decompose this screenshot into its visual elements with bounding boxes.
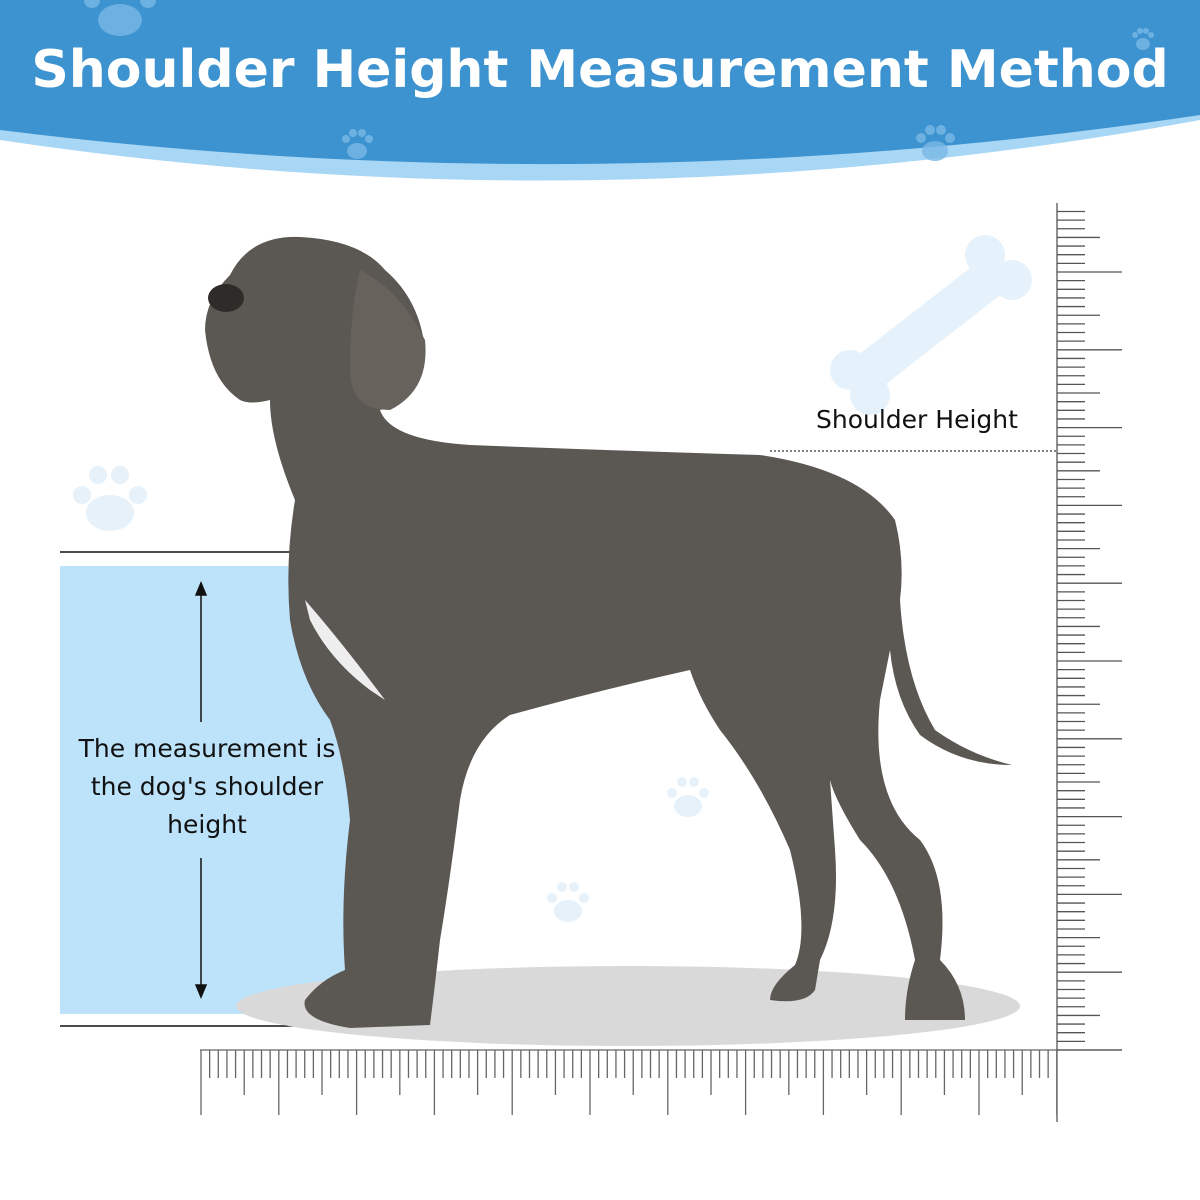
paw-print-icon bbox=[547, 882, 589, 922]
paw-print-icon bbox=[73, 466, 147, 531]
shoulder-height-label: Shoulder Height bbox=[816, 405, 1018, 434]
page-title: Shoulder Height Measurement Method bbox=[31, 40, 1169, 100]
paw-print-icon bbox=[667, 777, 709, 817]
ruler-horizontal bbox=[200, 1049, 1058, 1115]
measurement-note: The measurement is the dog's shoulder he… bbox=[78, 734, 336, 839]
header: Shoulder Height Measurement Method bbox=[0, 0, 1200, 200]
paw-print-icon bbox=[84, 0, 156, 36]
dog-photo bbox=[205, 236, 1012, 1028]
ruler-vertical bbox=[1056, 203, 1122, 1122]
header-band bbox=[0, 0, 1200, 165]
double-arrow-icon bbox=[194, 581, 208, 999]
paw-print-icon bbox=[342, 129, 373, 159]
paw-print-icon bbox=[916, 125, 955, 161]
paw-print-icon bbox=[1132, 28, 1154, 50]
bone-icon bbox=[830, 235, 1032, 415]
